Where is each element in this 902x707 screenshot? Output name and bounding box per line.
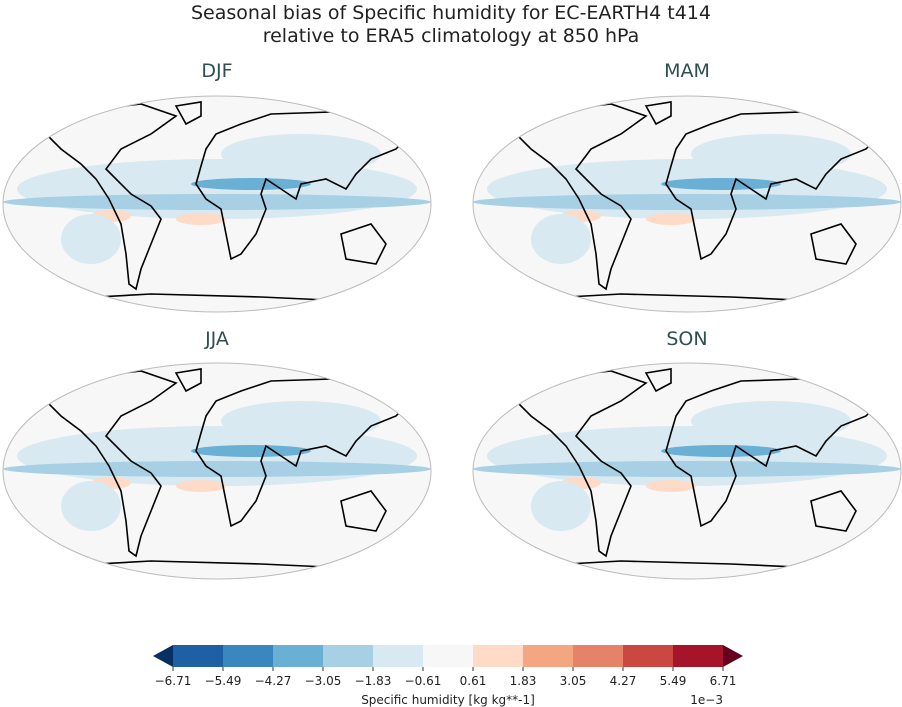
panel-title-mam: MAM xyxy=(664,60,710,82)
map-son xyxy=(472,362,902,580)
coastlines xyxy=(509,101,883,303)
colorbar-label: Specific humidity [kg kg**-1] xyxy=(361,693,535,707)
contour-region xyxy=(473,461,901,477)
colorbar-tick-label: −1.83 xyxy=(355,674,392,688)
colorbar-tick-label: 5.49 xyxy=(660,674,687,688)
colorbar-bin xyxy=(473,645,523,667)
panel-title-jja: JJA xyxy=(205,328,229,350)
title-line-2: relative to ERA5 climatology at 850 hPa xyxy=(262,25,640,47)
contour-region xyxy=(221,401,381,441)
bias-contours xyxy=(3,368,431,570)
contour-region xyxy=(661,178,781,190)
colorbar-bin xyxy=(423,645,473,667)
contour-region xyxy=(61,481,121,531)
contour-region xyxy=(61,214,121,264)
coastlines xyxy=(39,368,413,570)
colorbar-bin xyxy=(273,645,323,667)
contour-region xyxy=(191,178,311,190)
colorbar-bin xyxy=(173,645,223,667)
map-border xyxy=(472,362,902,580)
colorbar-bin xyxy=(523,645,573,667)
contour-region xyxy=(176,480,226,492)
colorbar-tick-label: −0.61 xyxy=(405,674,442,688)
map-jja xyxy=(2,362,432,580)
contour-region xyxy=(661,445,781,457)
colorbar-extend-high xyxy=(723,645,743,667)
map-border xyxy=(2,95,432,313)
colorbar-tick-label: 0.61 xyxy=(460,674,487,688)
contour-region xyxy=(646,480,696,492)
colorbar-tick-label: −6.71 xyxy=(155,674,192,688)
contour-region xyxy=(691,134,851,174)
colorbar-bin xyxy=(573,645,623,667)
colorbar-bin xyxy=(223,645,273,667)
contour-region xyxy=(531,481,591,531)
title-line-1: Seasonal bias of Specific humidity for E… xyxy=(191,2,711,24)
colorbar-multiplier: 1e−3 xyxy=(690,693,723,707)
colorbar-tick-label: −3.05 xyxy=(305,674,342,688)
colorbar-tick-label: 1.83 xyxy=(510,674,537,688)
figure-title: Seasonal bias of Specific humidity for E… xyxy=(0,2,902,48)
contour-region xyxy=(691,401,851,441)
colorbar-bin xyxy=(323,645,373,667)
colorbar: −6.71 −5.49 −4.27 −3.05 −1.83 −0.61 0.61 1.83 3.… xyxy=(153,645,743,707)
colorbar-tick-label: −5.49 xyxy=(205,674,242,688)
contour-region xyxy=(3,194,431,210)
map-mam xyxy=(472,95,902,313)
colorbar-extend-low xyxy=(153,645,173,667)
bias-contours xyxy=(3,101,431,303)
contour-region xyxy=(646,213,696,225)
colorbar-tick-label: 6.71 xyxy=(710,674,737,688)
panel-title-son: SON xyxy=(666,328,708,350)
contour-region xyxy=(3,461,431,477)
contour-region xyxy=(531,214,591,264)
panel-title-djf: DJF xyxy=(201,60,233,82)
contour-region xyxy=(473,194,901,210)
colorbar-bin xyxy=(623,645,673,667)
contour-region xyxy=(176,213,226,225)
map-djf xyxy=(2,95,432,313)
colorbar-bin xyxy=(673,645,723,667)
coastlines xyxy=(509,368,883,570)
colorbar-tick-label: 4.27 xyxy=(610,674,637,688)
map-border xyxy=(472,95,902,313)
colorbar-bin xyxy=(373,645,423,667)
contour-region xyxy=(221,134,381,174)
coastlines xyxy=(39,101,413,303)
bias-contours xyxy=(473,368,901,570)
bias-contours xyxy=(473,101,901,303)
contour-region xyxy=(191,445,311,457)
colorbar-tick-label: −4.27 xyxy=(255,674,292,688)
colorbar-tick-label: 3.05 xyxy=(560,674,587,688)
map-border xyxy=(2,362,432,580)
